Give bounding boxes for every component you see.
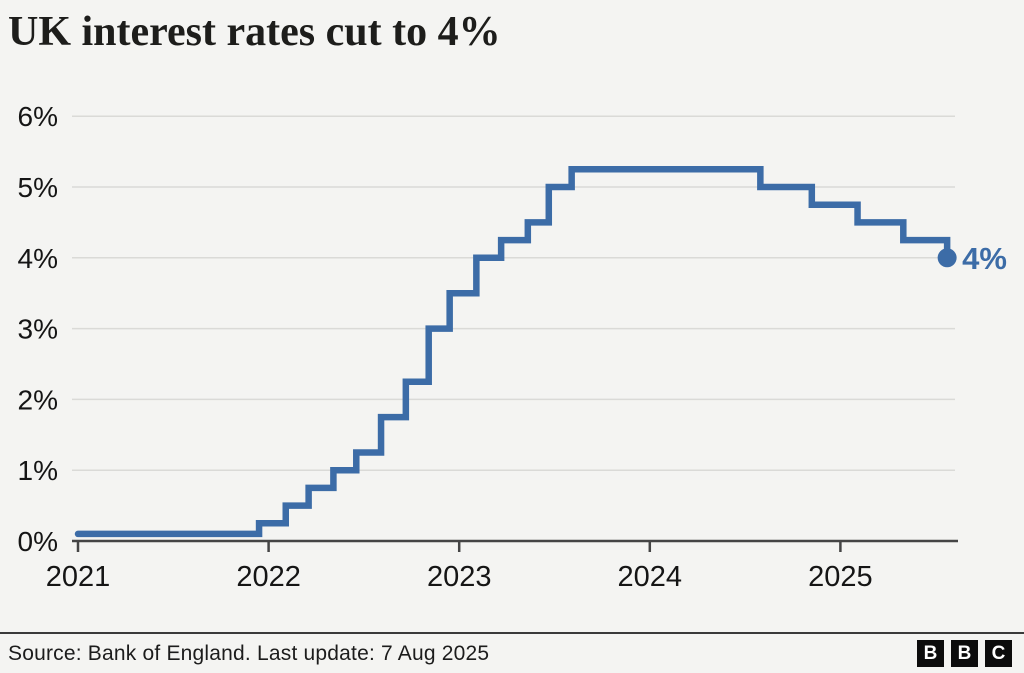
chart-title: UK interest rates cut to 4%	[8, 9, 501, 55]
y-tick-label-0%: 0%	[18, 526, 58, 557]
source-text: Source: Bank of England. Last update: 7 …	[8, 641, 490, 665]
y-tick-label-1%: 1%	[18, 455, 58, 486]
x-tick-label-2023: 2023	[427, 561, 492, 593]
y-tick-label-5%: 5%	[18, 172, 58, 203]
bbc-logo-block-b1: B	[917, 640, 944, 667]
y-tick-label-2%: 2%	[18, 384, 58, 415]
x-tick-label-2025: 2025	[808, 561, 873, 593]
y-tick-label-3%: 3%	[18, 314, 58, 345]
latest-rate-label: 4%	[962, 241, 1007, 276]
bbc-logo: B B C	[917, 640, 1012, 667]
x-tick-label-2024: 2024	[618, 561, 683, 593]
bbc-logo-block-b2: B	[951, 640, 978, 667]
x-tick-label-2022: 2022	[236, 561, 301, 593]
y-tick-label-6%: 6%	[18, 101, 58, 132]
y-tick-label-4%: 4%	[18, 243, 58, 274]
x-tick-label-2021: 2021	[46, 561, 111, 593]
bbc-logo-block-c: C	[985, 640, 1012, 667]
latest-rate-dot	[937, 248, 957, 268]
footer-bar: Source: Bank of England. Last update: 7 …	[0, 632, 1024, 673]
rate-step-line	[74, 166, 951, 538]
